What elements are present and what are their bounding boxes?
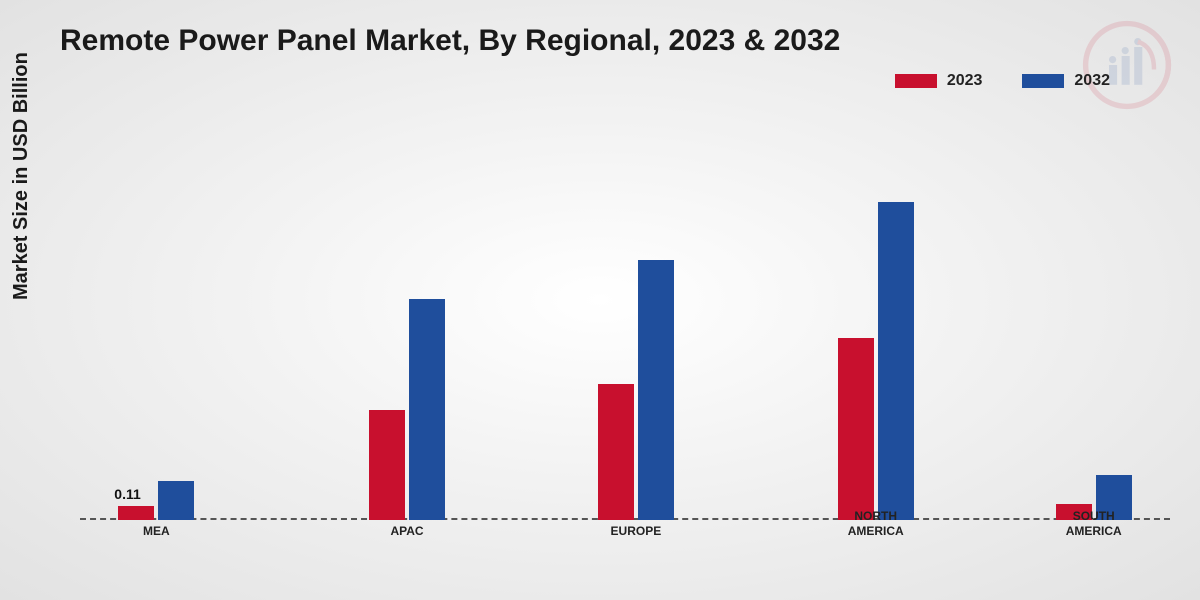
bar-2032 <box>409 299 445 520</box>
bar-2032 <box>878 202 914 521</box>
legend-swatch-2023 <box>895 74 937 88</box>
bar-group: SOUTHAMERICA <box>1056 475 1132 521</box>
x-tick-label: NORTHAMERICA <box>776 509 976 538</box>
bar-2023 <box>369 410 405 521</box>
bar-group: APAC <box>369 299 445 520</box>
bar-2032 <box>158 481 194 520</box>
watermark-logo-icon <box>1082 20 1172 110</box>
chart-title: Remote Power Panel Market, By Regional, … <box>60 24 840 58</box>
bar-2032 <box>638 260 674 520</box>
bar-group: NORTHAMERICA <box>838 202 914 521</box>
plot-area: MEA0.11 APAC EUROPE NORTHAMERICA SOUTHAMERIC… <box>80 130 1170 520</box>
legend-item-2023: 2023 <box>895 72 983 90</box>
bar-2023 <box>598 384 634 521</box>
x-tick-label: MEA <box>56 524 256 538</box>
x-tick-label: SOUTHAMERICA <box>994 509 1194 538</box>
x-tick-label: APAC <box>307 524 507 538</box>
bar-2023 <box>838 338 874 520</box>
legend-item-2032: 2032 <box>1022 72 1110 90</box>
legend-swatch-2032 <box>1022 74 1064 88</box>
bar-group: EUROPE <box>598 260 674 520</box>
bar-2023 <box>118 506 154 520</box>
x-tick-label: EUROPE <box>536 524 736 538</box>
legend: 2023 2032 <box>895 72 1110 90</box>
legend-label-2032: 2032 <box>1074 72 1110 90</box>
bar-group: MEA0.11 <box>118 481 194 520</box>
legend-label-2023: 2023 <box>947 72 983 90</box>
y-axis-label: Market Size in USD Billion <box>10 52 33 300</box>
bar-value-label: 0.11 <box>114 486 140 502</box>
